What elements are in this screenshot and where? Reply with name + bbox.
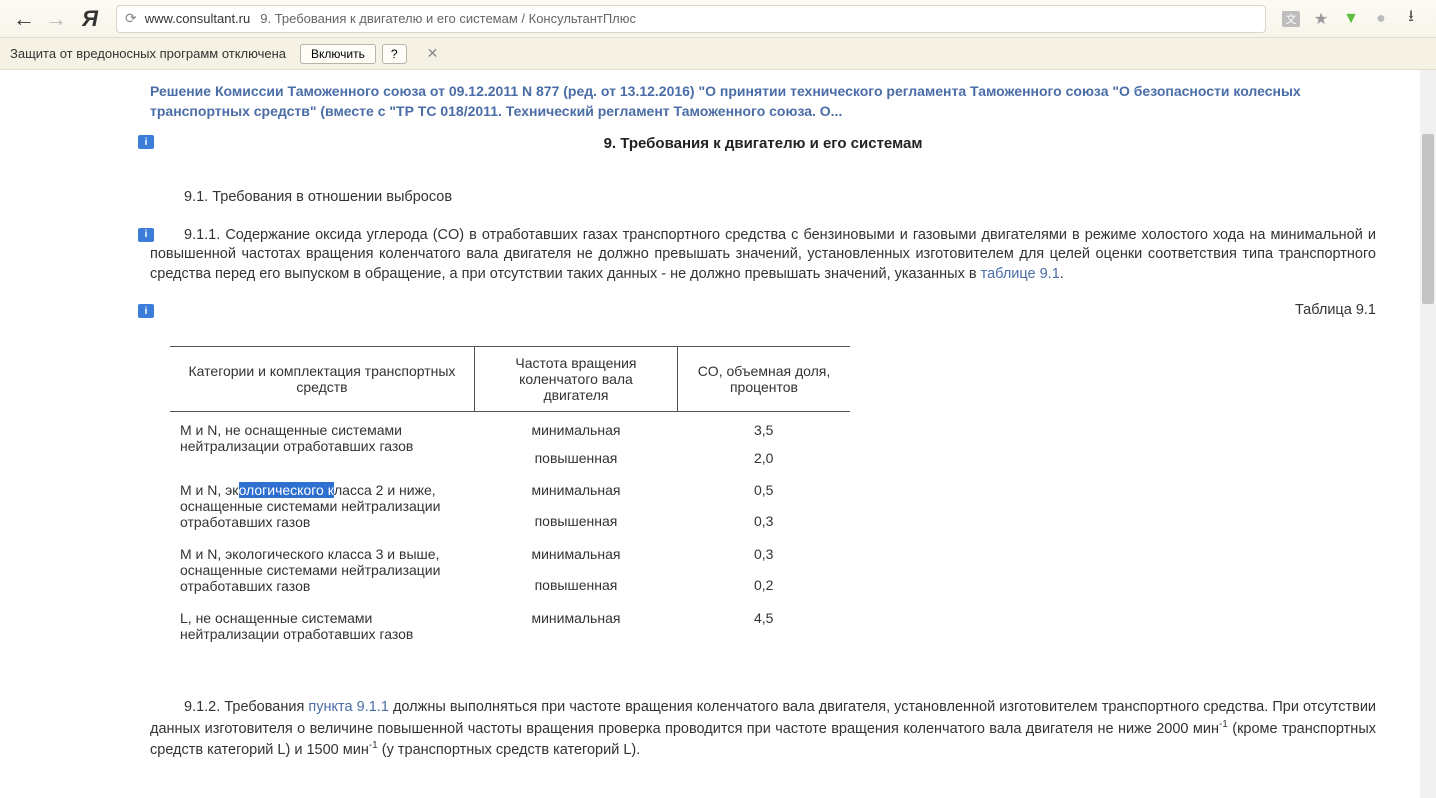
cell-co: 3,5	[677, 412, 850, 445]
col-frequency: Частота вращения коленчатого вала двигат…	[474, 347, 677, 412]
url-page-title: 9. Требования к двигателю и его системам…	[260, 11, 636, 26]
cell-frequency: минимальная	[474, 412, 677, 445]
yandex-logo[interactable]: Я	[78, 6, 102, 32]
cell-frequency: повышенная	[474, 571, 677, 601]
cell-frequency: минимальная	[474, 472, 677, 506]
globe-icon[interactable]: ●	[1372, 10, 1390, 28]
bookmark-icon[interactable]: ★	[1312, 10, 1330, 28]
para-9-1-1-text: 9.1.1. Содержание оксида углерода (CO) в…	[150, 227, 1376, 282]
emissions-table: Категории и комплектация транспортных ср…	[170, 346, 850, 648]
warning-text: Защита от вредоносных программ отключена	[10, 46, 286, 61]
address-bar[interactable]: ⟳ www.consultant.ru 9. Требования к двиг…	[116, 5, 1266, 33]
cell-co: 2,0	[677, 444, 850, 472]
para-9-1-text: 9.1. Требования в отношении выбросов	[184, 189, 452, 205]
table-row: M и N, не оснащенные системами нейтрализ…	[170, 412, 850, 445]
cell-category: M и N, не оснащенные системами нейтрализ…	[170, 412, 474, 473]
table-row: L, не оснащенные системами нейтрализации…	[170, 600, 850, 648]
help-button[interactable]: ?	[382, 44, 407, 64]
enable-protection-button[interactable]: Включить	[300, 44, 376, 64]
cell-co: 0,3	[677, 536, 850, 570]
download-arrow-icon[interactable]: ▼	[1342, 10, 1360, 28]
selected-text: ологического к	[239, 482, 334, 498]
cell-co: 0,3	[677, 507, 850, 537]
col-co: CO, объемная доля, процентов	[677, 347, 850, 412]
forward-button[interactable]: →	[40, 3, 72, 35]
back-button[interactable]: ←	[8, 3, 40, 35]
table-header-row: Категории и комплектация транспортных ср…	[170, 347, 850, 412]
cell-frequency: повышенная	[474, 444, 677, 472]
vertical-scrollbar[interactable]	[1420, 70, 1436, 798]
cell-co: 0,5	[677, 472, 850, 506]
url-domain: www.consultant.ru	[145, 11, 251, 26]
section-heading: 9. Требования к двигателю и его системам	[150, 135, 1376, 152]
scroll-thumb[interactable]	[1422, 134, 1434, 304]
sup-2: -1	[369, 740, 378, 751]
cell-category: M и N, экологического класса 3 и выше, о…	[170, 536, 474, 600]
browser-actions: 文 ★ ▼ ● ⭳	[1274, 10, 1428, 28]
browser-toolbar: ← → Я ⟳ www.consultant.ru 9. Требования …	[0, 0, 1436, 38]
cell-co: 4,5	[677, 600, 850, 648]
table-row: M и N, экологического класса 2 и ниже, о…	[170, 472, 850, 506]
paragraph-9-1-1: 9.1.1. Содержание оксида углерода (CO) в…	[150, 226, 1376, 285]
cell-frequency: повышенная	[474, 507, 677, 537]
page-content: Решение Комиссии Таможенного союза от 09…	[0, 70, 1436, 761]
table-9-1-link[interactable]: таблице 9.1	[981, 266, 1060, 282]
info-icon[interactable]: i	[138, 228, 154, 242]
cat-pre: M и N, эк	[180, 482, 239, 498]
sup-1: -1	[1219, 719, 1228, 730]
cell-category: L, не оснащенные системами нейтрализации…	[170, 600, 474, 648]
security-warning-bar: Защита от вредоносных программ отключена…	[0, 38, 1436, 70]
info-icon[interactable]: i	[138, 135, 154, 149]
document-title: Решение Комиссии Таможенного союза от 09…	[150, 82, 1376, 121]
table-caption: Таблица 9.1	[150, 302, 1376, 318]
para-9-1-1-tail: .	[1060, 266, 1064, 282]
cell-category: M и N, экологического класса 2 и ниже, о…	[170, 472, 474, 536]
p912-d: (у транспортных средств категорий L).	[378, 742, 641, 758]
cell-frequency: минимальная	[474, 536, 677, 570]
close-warning-icon[interactable]: ✕	[421, 45, 445, 62]
table-row: M и N, экологического класса 3 и выше, о…	[170, 536, 850, 570]
cell-frequency: минимальная	[474, 600, 677, 648]
p912-a: 9.1.2. Требования	[184, 699, 308, 715]
downloads-icon[interactable]: ⭳	[1402, 10, 1420, 28]
paragraph-9-1-2: 9.1.2. Требования пункта 9.1.1 должны вы…	[150, 698, 1376, 760]
reload-icon[interactable]: ⟳	[125, 10, 137, 27]
p-9-1-1-link[interactable]: пункта 9.1.1	[308, 699, 389, 715]
translate-icon[interactable]: 文	[1282, 11, 1300, 27]
cell-co: 0,2	[677, 571, 850, 601]
paragraph-9-1: 9.1. Требования в отношении выбросов	[150, 188, 1376, 208]
col-category: Категории и комплектация транспортных ср…	[170, 347, 474, 412]
info-icon[interactable]: i	[138, 304, 154, 318]
